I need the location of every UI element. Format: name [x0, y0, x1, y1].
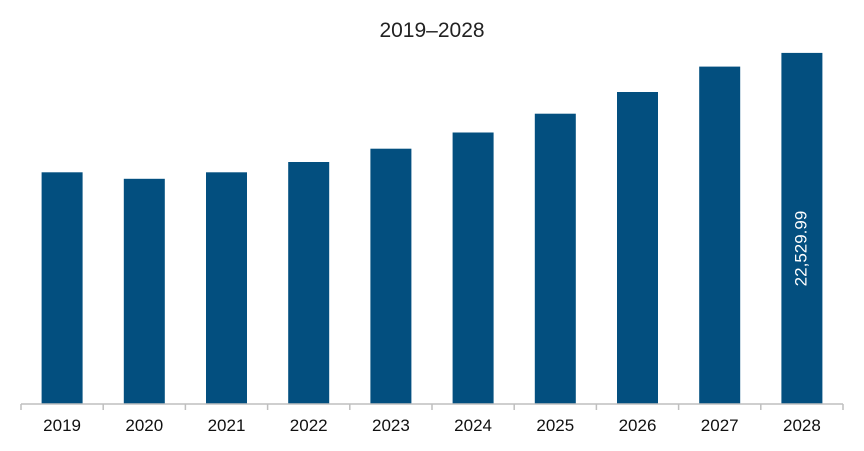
x-tick-label-2021: 2021: [208, 416, 246, 435]
data-label-2028: 22,529.99: [791, 211, 810, 287]
x-tick-label-2024: 2024: [454, 416, 492, 435]
bar-2028: [781, 52, 823, 405]
x-tick-label-2026: 2026: [619, 416, 657, 435]
x-axis-tick-labels: 2019 2020 2021 2022 2023 2024 2025 2026 2027 2028: [43, 416, 821, 435]
x-tick-label-2027: 2027: [701, 416, 739, 435]
bar-2022: [288, 162, 330, 404]
bar-2025: [534, 113, 576, 404]
x-tick-label-2022: 2022: [290, 416, 328, 435]
x-axis-ticks: [20, 404, 844, 410]
bar-2024: [452, 132, 494, 404]
bar-2020: [123, 178, 165, 404]
bars-group: [41, 52, 823, 405]
bar-2021: [206, 172, 247, 404]
bar-2026: [617, 92, 658, 404]
x-tick-label-2023: 2023: [372, 416, 410, 435]
bar-2027: [699, 66, 741, 404]
data-labels-group: 22,529.99: [791, 211, 810, 287]
x-tick-label-2025: 2025: [536, 416, 574, 435]
bar-2019: [41, 172, 83, 404]
chart-title: 2019–2028: [379, 19, 484, 42]
x-tick-label-2020: 2020: [125, 416, 163, 435]
x-tick-label-2028: 2028: [783, 416, 821, 435]
bar-2023: [370, 148, 412, 404]
x-tick-label-2019: 2019: [43, 416, 81, 435]
